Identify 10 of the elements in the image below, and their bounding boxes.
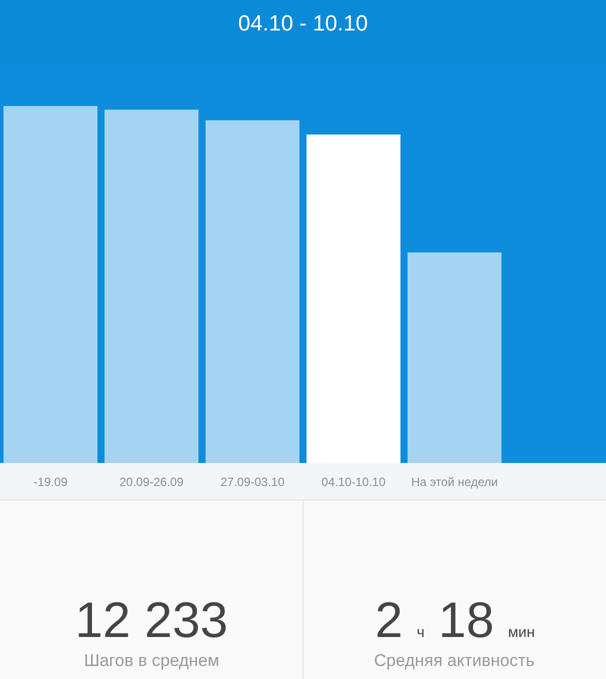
- text: 2 ч 18 мин: [375, 592, 535, 648]
- text: 12 233: [75, 592, 228, 648]
- x-tick-label: -19.09: [33, 475, 68, 489]
- x-tick-label: 27.09-03.10: [220, 475, 285, 489]
- x-tick-label: На этой недели: [411, 475, 498, 489]
- x-tick-label: 20.09-26.09: [119, 475, 184, 489]
- chart-title: 04.10 - 10.10: [238, 10, 368, 36]
- text: Шагов в среднем: [84, 651, 220, 670]
- text: Средняя активность: [374, 651, 535, 670]
- x-tick-label: 04.10-10.10: [321, 475, 386, 489]
